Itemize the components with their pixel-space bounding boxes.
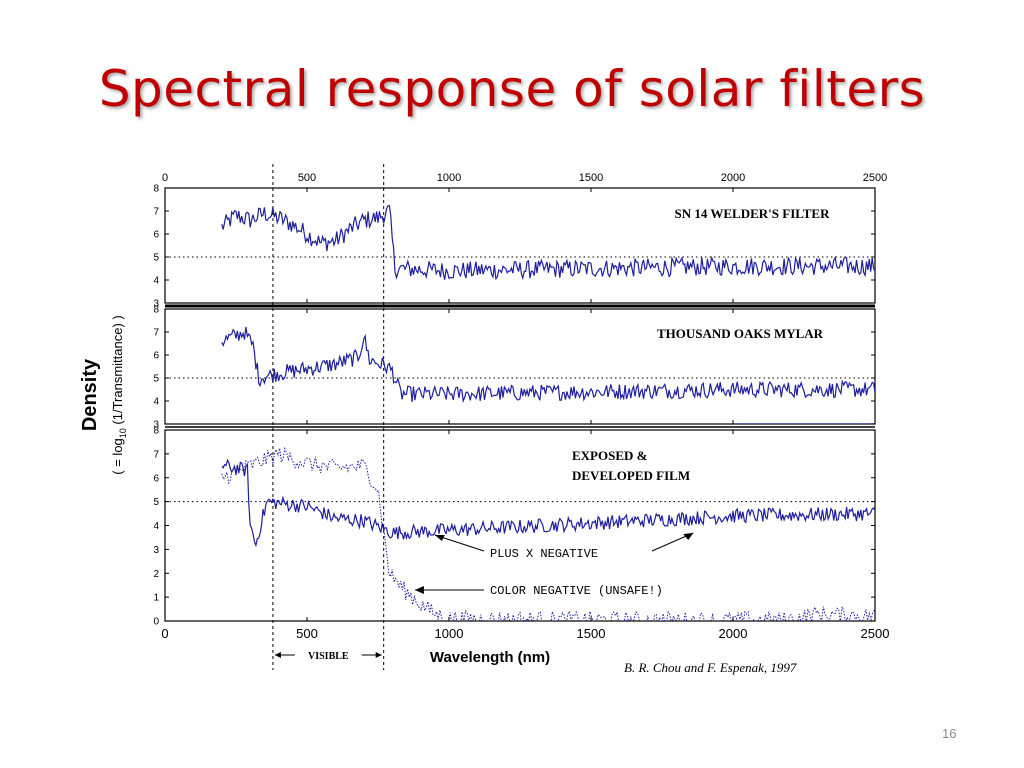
y-tick-label: 8	[153, 184, 159, 195]
y-tick-label: 6	[153, 351, 159, 362]
chart-ticks: 3456783456780123456780050050010001000150…	[153, 172, 889, 641]
y-tick-label: 5	[153, 253, 159, 264]
panel-frame-2	[164, 308, 876, 425]
y-tick-label: 7	[153, 328, 159, 339]
x-tick-label-bottom: 1500	[577, 626, 606, 641]
x-tick-label-bottom: 0	[161, 626, 168, 641]
y-tick-label: 8	[153, 426, 159, 437]
y-tick-label: 4	[153, 521, 159, 532]
y-axis-sub-subscript: 10	[118, 428, 128, 438]
visible-arrowhead-right	[375, 652, 382, 658]
y-tick-label: 8	[153, 305, 159, 316]
y-tick-label: 5	[153, 497, 159, 508]
panel-title-1: SN 14 WELDER'S FILTER	[675, 206, 831, 221]
y-tick-label: 2	[153, 569, 159, 580]
x-tick-label-top: 500	[298, 172, 316, 184]
series-line-3-2	[221, 446, 875, 621]
x-tick-label-top: 1000	[437, 172, 461, 184]
y-tick-label: 6	[153, 230, 159, 241]
chart-series	[221, 204, 875, 621]
y-tick-label: 3	[153, 299, 159, 310]
y-tick-label: 4	[153, 397, 159, 408]
x-axis-label: Wavelength (nm)	[430, 649, 550, 666]
spectral-chart: 3 4 5 6 7 8 3 4 5 6 7 8 0 1 2 3 4 5 6 7 8 0 0 500 500 1000 1000 150…	[60, 150, 910, 690]
chart-guides	[165, 164, 875, 670]
y-tick-label: 3	[153, 420, 159, 431]
y-tick-label: 0	[153, 617, 159, 628]
y-tick-label: 7	[153, 449, 159, 460]
y-tick-label: 7	[153, 207, 159, 218]
slide-number: 16	[942, 726, 957, 741]
y-tick-label: 1	[153, 593, 159, 604]
x-tick-label-top: 1500	[579, 172, 603, 184]
x-tick-label-bottom: 2000	[719, 626, 748, 641]
y-axis-sub-part1: ( = log	[110, 438, 125, 475]
y-tick-label: 3	[153, 545, 159, 556]
series-line-1-1	[221, 204, 875, 281]
x-tick-label-bottom: 500	[296, 626, 318, 641]
y-axis-label-sub: ( = log10 (1/Transmittance) )	[110, 315, 128, 474]
panel-title-3b: DEVELOPED FILM	[572, 468, 690, 483]
annotation-arrowhead	[434, 535, 445, 541]
y-axis-sub-part2: (1/Transmittance) )	[110, 315, 125, 428]
slide-title: Spectral response of solar filters	[98, 60, 926, 118]
panel-title-2: THOUSAND OAKS MYLAR	[657, 326, 824, 341]
x-tick-label-top: 2500	[863, 172, 887, 184]
credit-text: B. R. Chou and F. Espenak, 1997	[624, 660, 797, 675]
x-tick-label-bottom: 2500	[861, 626, 890, 641]
panel-title-3: EXPOSED &	[572, 448, 648, 463]
chart-svg: 3456783456780123456780050050010001000150…	[79, 164, 889, 675]
visible-arrowhead-left	[274, 652, 281, 658]
y-axis-label-main: Density	[79, 358, 101, 431]
chart-labels: SN 14 WELDER'S FILTER THOUSAND OAKS MYLAR…	[79, 206, 830, 675]
y-tick-label: 4	[153, 276, 159, 287]
annotation-plus-x: PLUS X NEGATIVE	[490, 547, 598, 561]
annotation-arrowhead	[683, 533, 694, 540]
visible-label: VISIBLE	[308, 651, 349, 662]
series-line-3-1	[221, 458, 875, 548]
x-tick-label-top: 2000	[721, 172, 745, 184]
annotation-arrowhead	[414, 586, 424, 594]
x-tick-label-top: 0	[162, 172, 168, 184]
panel-frame-1	[164, 187, 876, 304]
x-tick-label-bottom: 1000	[435, 626, 464, 641]
y-tick-label: 5	[153, 374, 159, 385]
series-line-2-1	[221, 326, 875, 404]
annotation-color-negative: COLOR NEGATIVE (UNSAFE!)	[490, 584, 663, 598]
y-tick-label: 6	[153, 473, 159, 484]
